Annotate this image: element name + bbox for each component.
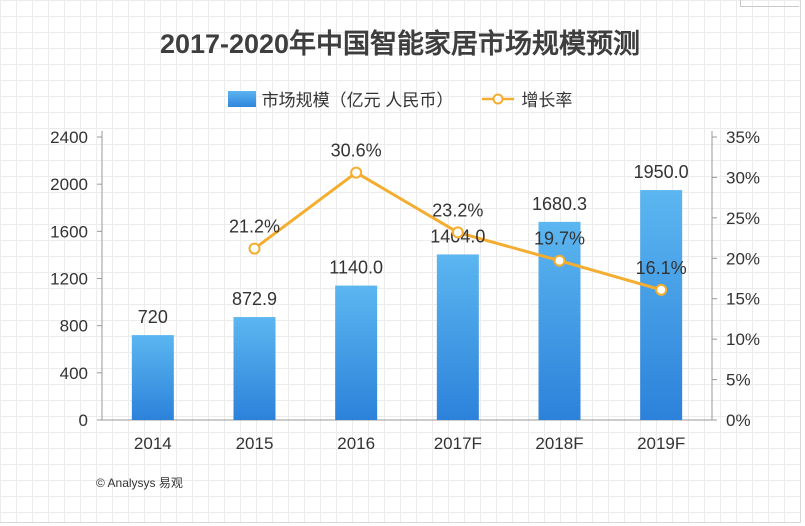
bar-data-label: 1680.3 [532, 194, 587, 214]
x-axis-tick-label: 2017F [434, 434, 482, 453]
bar-data-label: 1950.0 [634, 162, 689, 182]
chart-title: 2017-2020年中国智能家居市场规模预测 [159, 29, 641, 59]
left-axis-tick-label: 1200 [50, 270, 88, 289]
left-axis-tick-label: 2400 [50, 128, 88, 147]
left-axis-tick-label: 400 [60, 364, 88, 383]
growth-rate-point [350, 166, 363, 179]
right-axis-tick-label: 0% [726, 411, 751, 430]
growth-rate-data-label: 16.1% [636, 258, 687, 278]
growth-rate-data-label: 23.2% [432, 200, 483, 220]
left-axis-tick-label: 800 [60, 317, 88, 336]
bar-data-label: 1140.0 [329, 258, 383, 278]
legend-bar-swatch [227, 90, 256, 107]
right-axis-tick-label: 35% [726, 128, 760, 147]
growth-rate-point [451, 226, 464, 239]
growth-rate-data-label: 30.6% [331, 141, 382, 161]
bar-data-label: 720 [138, 307, 168, 327]
bar [131, 335, 174, 420]
source-credit: © Analysys 易观 [96, 476, 183, 490]
bar [538, 221, 581, 420]
growth-rate-data-label: 21.2% [229, 217, 280, 237]
legend-line-swatch [482, 93, 515, 104]
right-axis-tick-label: 15% [726, 290, 760, 309]
bar [233, 317, 276, 420]
right-axis-tick-label: 30% [726, 168, 760, 187]
x-axis-tick-label: 2015 [236, 434, 274, 453]
legend-item-growth-rate: 增长率 [481, 86, 572, 111]
right-axis-tick-label: 10% [726, 330, 760, 349]
bar-data-label: 872.9 [232, 289, 277, 309]
growth-rate-data-label: 19.7% [534, 229, 585, 249]
growth-rate-point [655, 283, 668, 296]
x-axis-tick-label: 2014 [134, 434, 172, 453]
x-axis-tick-label: 2018F [535, 434, 583, 453]
x-axis-tick-label: 2016 [337, 434, 375, 453]
left-axis-tick-label: 2000 [50, 175, 88, 194]
right-axis-tick-label: 5% [726, 371, 751, 390]
right-axis-tick-label: 20% [726, 249, 760, 268]
right-axis-tick-label: 25% [726, 209, 760, 228]
left-axis-tick-label: 1600 [50, 222, 88, 241]
bar [640, 190, 683, 420]
x-axis-tick-label: 2019F [637, 434, 685, 453]
corner-mark [740, 0, 799, 7]
legend-label-market-size: 市场规模（亿元 人民币） [261, 91, 454, 110]
legend-item-market-size: 市场规模（亿元 人民币） [227, 86, 454, 111]
legend-label-growth-rate: 增长率 [521, 91, 573, 110]
chart-legend: 市场规模（亿元 人民币） 增长率 [0, 86, 800, 111]
growth-rate-point [553, 254, 566, 267]
left-axis-tick-label: 0 [79, 411, 88, 430]
bar [436, 254, 479, 420]
growth-rate-point [248, 242, 261, 255]
bar [335, 285, 378, 420]
